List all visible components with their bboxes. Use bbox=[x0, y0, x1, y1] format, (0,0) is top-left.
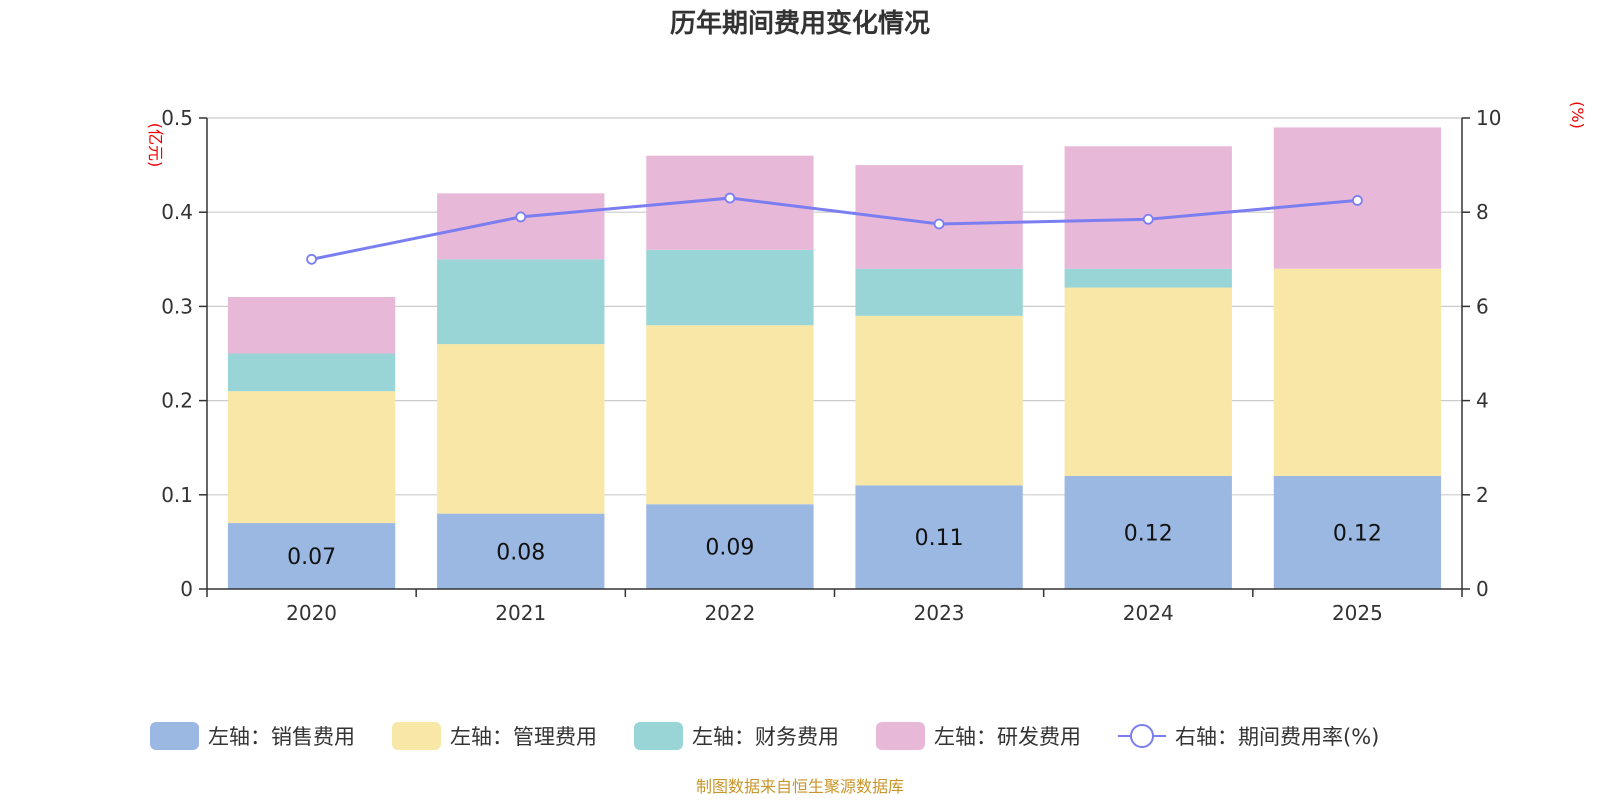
left-tick-label: 0.2 bbox=[161, 389, 193, 413]
rate-point bbox=[933, 218, 945, 230]
rate-point bbox=[515, 211, 527, 223]
legend-label: 左轴：财务费用 bbox=[692, 725, 839, 749]
line-series bbox=[306, 192, 1363, 265]
legend-label: 右轴：期间费用率(%) bbox=[1175, 725, 1379, 749]
legend-label: 左轴：销售费用 bbox=[208, 725, 355, 749]
bar-2025-s0 bbox=[1273, 475, 1442, 589]
legend-swatch bbox=[392, 722, 441, 750]
left-axis-unit: (亿元) bbox=[146, 123, 165, 168]
bar-label: 0.08 bbox=[496, 540, 545, 565]
rate-point bbox=[1352, 195, 1363, 206]
right-tick-label: 6 bbox=[1476, 294, 1489, 318]
left-tick-label: 0 bbox=[180, 577, 193, 601]
bar-label: 0.12 bbox=[1333, 521, 1382, 546]
x-tick-label: 2025 bbox=[1332, 601, 1383, 625]
bar-2023-s1 bbox=[855, 315, 1023, 486]
bar-2021-s1 bbox=[437, 344, 605, 514]
bar-data-labels: 0.07 0.08 0.09 0.11 0.12 0.12 bbox=[287, 521, 1382, 570]
right-tick-label: 2 bbox=[1476, 483, 1489, 507]
left-tick-label: 0.4 bbox=[161, 200, 193, 224]
bar-label: 0.11 bbox=[915, 526, 964, 551]
bar-2024-s2 bbox=[1064, 268, 1232, 288]
right-tick-label: 4 bbox=[1476, 389, 1489, 413]
bar-2025-s1 bbox=[1273, 268, 1442, 476]
x-tick-label: 2024 bbox=[1123, 601, 1174, 625]
legend-swatch bbox=[634, 722, 683, 750]
bar-2023-s0 bbox=[855, 485, 1023, 589]
bar-2022-s2 bbox=[646, 249, 814, 326]
bar-2024-s1 bbox=[1064, 287, 1232, 476]
right-tick-label: 10 bbox=[1476, 106, 1501, 130]
bar-2020-s1 bbox=[227, 391, 396, 524]
bar-2023-s2 bbox=[855, 268, 1023, 316]
legend-label: 左轴：研发费用 bbox=[934, 725, 1081, 749]
chart-title: 历年期间费用变化情况 bbox=[670, 8, 930, 39]
bar-2024-s3 bbox=[1064, 146, 1232, 269]
left-tick-label: 0.1 bbox=[161, 483, 193, 507]
x-tick-label: 2022 bbox=[704, 601, 755, 625]
legend-marker bbox=[1130, 724, 1154, 748]
rate-point bbox=[306, 253, 317, 265]
right-axis-unit: (%) bbox=[1568, 101, 1587, 129]
rate-point bbox=[1142, 213, 1154, 225]
bar-2021-s3 bbox=[437, 193, 605, 260]
left-tick-label: 0.5 bbox=[161, 106, 193, 130]
bar-label: 0.12 bbox=[1124, 521, 1173, 546]
bar-label: 0.07 bbox=[287, 545, 336, 570]
legend-swatch bbox=[150, 722, 199, 750]
legend-label: 左轴：管理费用 bbox=[450, 725, 597, 749]
legend-swatch bbox=[876, 722, 925, 750]
rate-point bbox=[724, 192, 736, 204]
bar-2022-s0 bbox=[646, 504, 814, 589]
bar-series bbox=[227, 127, 1442, 589]
right-tick-label: 0 bbox=[1476, 577, 1489, 601]
x-tick-label: 2021 bbox=[495, 601, 546, 625]
bar-2020-s2 bbox=[227, 353, 396, 392]
bar-2020-s3 bbox=[227, 296, 396, 354]
bar-2022-s1 bbox=[646, 325, 814, 505]
x-tick-label: 2020 bbox=[286, 601, 337, 625]
bar-2024-s0 bbox=[1064, 475, 1232, 589]
rate-line bbox=[311, 196, 1358, 261]
axes: 0 0.1 0.2 0.3 0.4 0.5 0 2 4 6 8 10 2020 2021 2022 2023 2… bbox=[161, 106, 1501, 625]
legend: 左轴：销售费用 左轴：管理费用 左轴：财务费用 左轴：研发费用 右轴：期间费用率(%) bbox=[150, 722, 1379, 750]
bar-2021-s0 bbox=[437, 513, 605, 589]
left-tick-label: 0.3 bbox=[161, 294, 193, 318]
right-tick-label: 8 bbox=[1476, 200, 1489, 224]
bar-label: 0.09 bbox=[705, 536, 754, 561]
bar-2020-s0 bbox=[227, 523, 396, 589]
source-note: 制图数据来自恒生聚源数据库 bbox=[696, 777, 904, 796]
bar-2021-s2 bbox=[437, 259, 605, 345]
x-tick-label: 2023 bbox=[914, 601, 965, 625]
